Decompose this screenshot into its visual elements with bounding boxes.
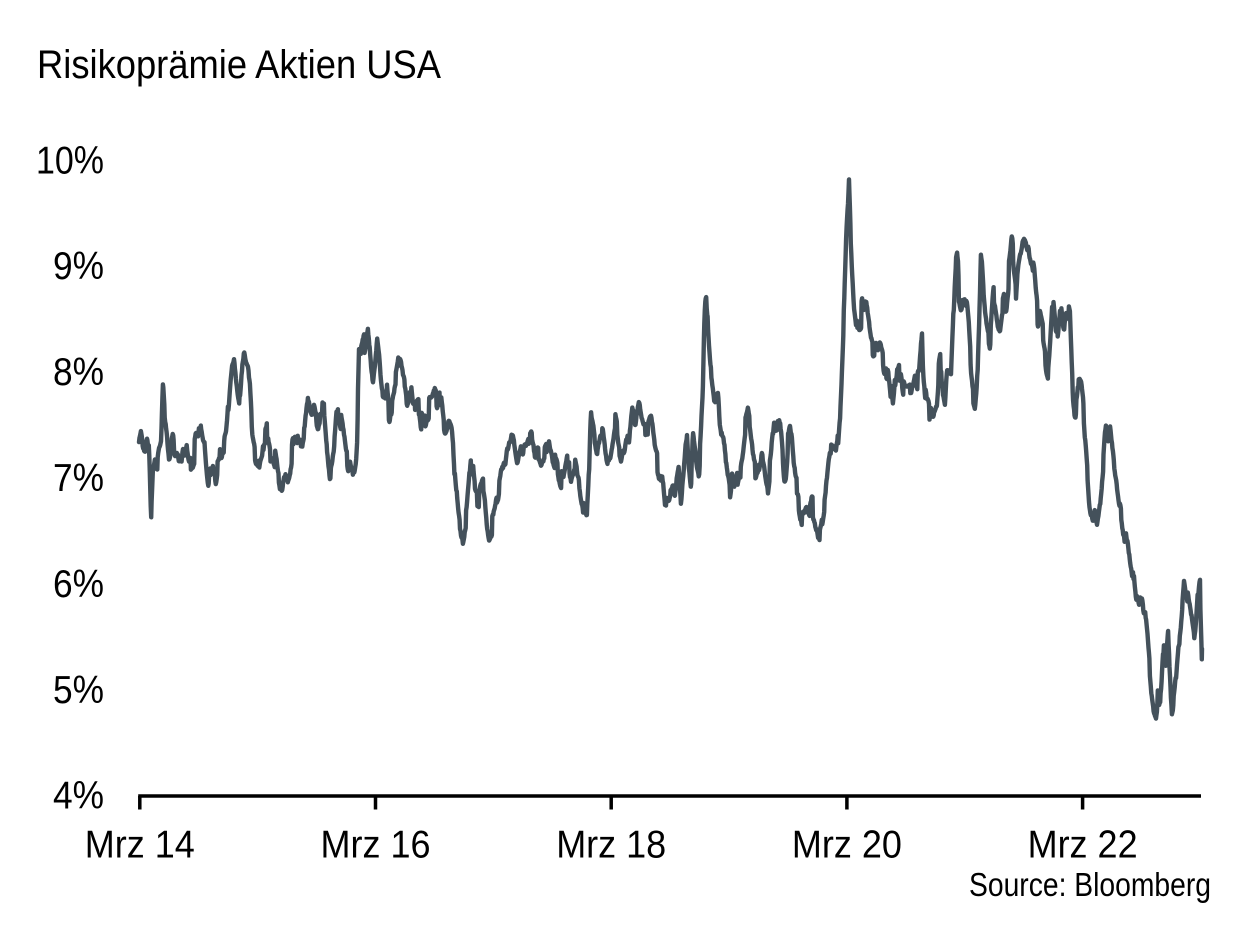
svg-text:10%: 10% — [36, 139, 104, 182]
svg-text:7%: 7% — [53, 457, 104, 500]
svg-text:Mrz 22: Mrz 22 — [1028, 823, 1138, 866]
svg-text:Risikoprämie Aktien USA: Risikoprämie Aktien USA — [37, 43, 441, 87]
svg-text:4%: 4% — [53, 775, 104, 818]
svg-text:Mrz 20: Mrz 20 — [792, 823, 902, 866]
svg-text:9%: 9% — [53, 245, 104, 288]
svg-text:Mrz 14: Mrz 14 — [85, 823, 195, 866]
svg-text:5%: 5% — [53, 669, 104, 712]
svg-text:Source: Bloomberg: Source: Bloomberg — [969, 866, 1211, 903]
svg-text:Mrz 16: Mrz 16 — [321, 823, 431, 866]
svg-text:Mrz 18: Mrz 18 — [556, 823, 666, 866]
svg-text:8%: 8% — [53, 351, 104, 394]
svg-text:6%: 6% — [53, 563, 104, 606]
